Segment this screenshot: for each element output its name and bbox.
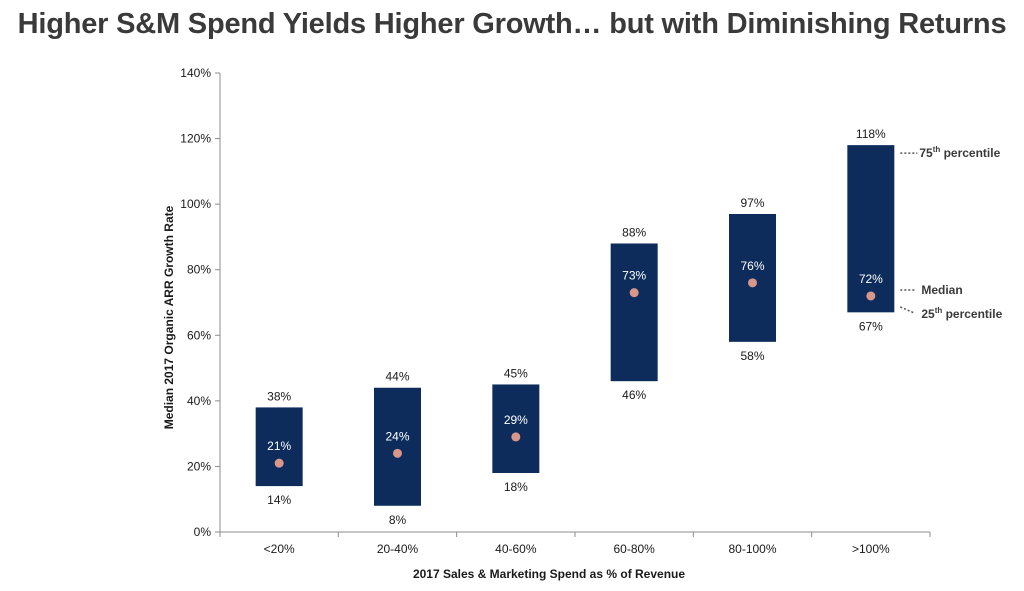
median-dot [748, 278, 757, 288]
median-dot [629, 288, 639, 298]
top-value-label: 118% [856, 127, 886, 141]
legend-p75-label: 75th percentile [919, 145, 1000, 160]
legend-median-label: Median [921, 283, 962, 297]
bottom-value-label: 67% [859, 319, 883, 333]
median-value-label: 76% [740, 259, 764, 273]
median-value-label: 73% [622, 269, 646, 283]
bottom-value-label: 58% [740, 349, 764, 363]
top-value-label: 97% [740, 196, 764, 210]
median-value-label: 24% [385, 429, 409, 443]
y-axis-title: Median 2017 Organic ARR Growth Rate [162, 205, 176, 429]
y-tick-label: 140% [180, 66, 211, 80]
range-bar [729, 213, 776, 342]
bottom-value-label: 46% [622, 388, 646, 402]
x-axis-title: 2017 Sales & Marketing Spend as % of Rev… [413, 567, 685, 581]
top-value-label: 45% [504, 366, 528, 380]
bottom-value-label: 14% [267, 493, 291, 507]
range-bar [610, 243, 658, 382]
range-bar [492, 384, 540, 473]
median-value-label: 29% [504, 413, 528, 427]
median-value-label: 21% [267, 439, 291, 453]
x-tick-label: <20% [264, 542, 295, 556]
legend: 75th percentile Median 25th percentile [900, 145, 1003, 321]
x-tick-label: 20-40% [377, 542, 419, 556]
median-dot [393, 448, 402, 458]
x-tick-label: >100% [852, 542, 890, 556]
legend-p25-leader [900, 306, 915, 314]
y-tick-label: 100% [180, 197, 211, 211]
y-tick-label: 0% [194, 525, 212, 539]
bottom-value-label: 18% [504, 480, 528, 494]
y-tick-label: 20% [187, 459, 211, 473]
median-dot [274, 458, 284, 468]
x-tick-label: 60-80% [613, 542, 655, 556]
y-tick-label: 120% [180, 132, 211, 146]
y-tick-label: 40% [187, 394, 211, 408]
median-dot [511, 432, 521, 442]
top-value-label: 88% [622, 225, 646, 239]
bottom-value-label: 8% [389, 513, 407, 527]
range-bar [374, 387, 421, 506]
x-tick-label: 40-60% [495, 542, 537, 556]
y-tick-label: 60% [187, 328, 211, 342]
legend-p25-label: 25th percentile [921, 306, 1002, 321]
median-value-label: 72% [859, 272, 883, 286]
page-title: Higher S&M Spend Yields Higher Growth… b… [17, 8, 1007, 40]
top-value-label: 44% [385, 370, 409, 384]
bar-group: 21% 38% 14% 24% 44% 8% 29% 45% 18% 73% 88% 46% 76% 97… [255, 127, 895, 527]
x-tick-label: 80-100% [728, 542, 776, 556]
median-dot [866, 291, 876, 301]
y-tick-label: 80% [187, 263, 211, 277]
range-bar [255, 407, 303, 487]
range-bar [847, 145, 895, 313]
axes: 0% 20% 40% 60% 80% 100% 120% 140% <20% 20-40% 40-6… [162, 66, 931, 581]
top-value-label: 38% [267, 389, 291, 403]
